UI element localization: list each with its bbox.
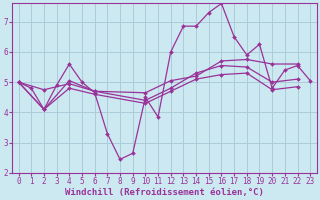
X-axis label: Windchill (Refroidissement éolien,°C): Windchill (Refroidissement éolien,°C) (65, 188, 264, 197)
